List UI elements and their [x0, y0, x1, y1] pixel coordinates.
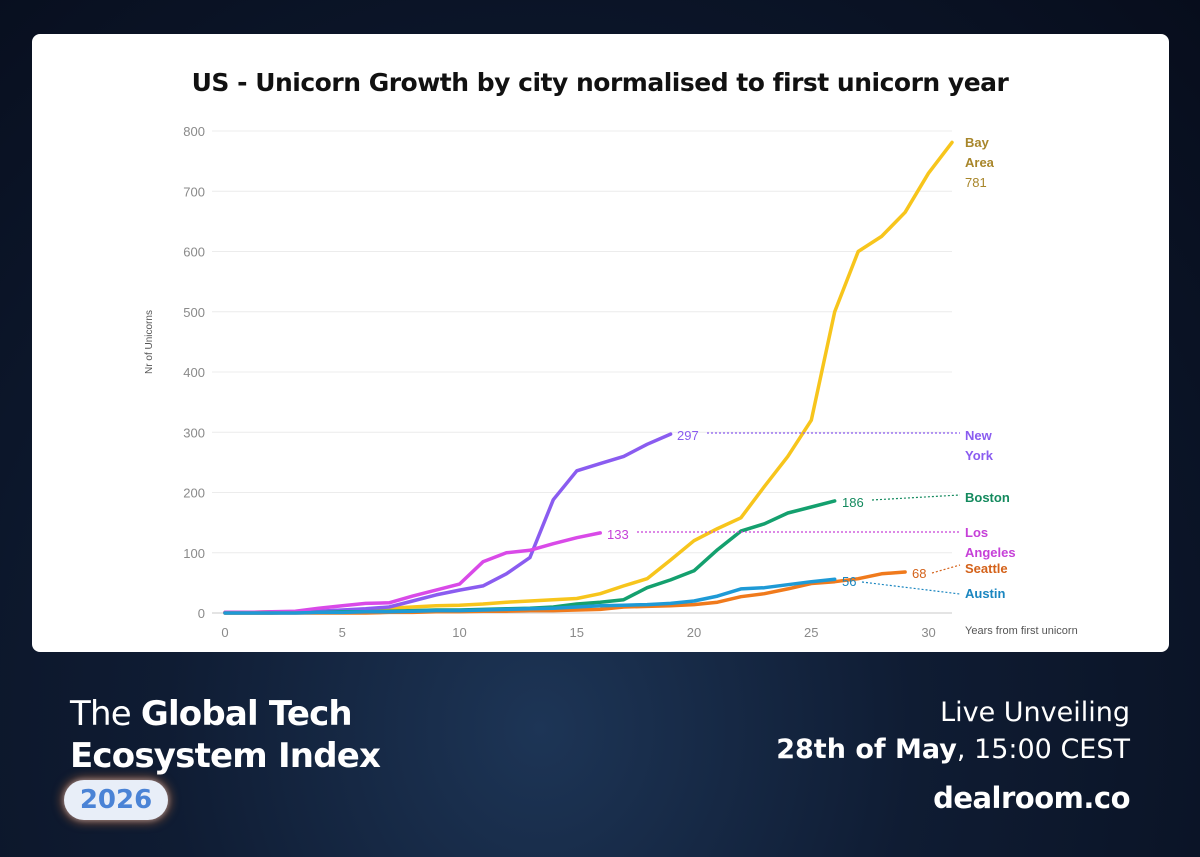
y-tick-label: 100 — [183, 546, 205, 561]
index-title-main: Global Tech — [140, 694, 353, 734]
x-tick-label: 10 — [452, 625, 466, 640]
event-date-day: 28th of May — [776, 734, 957, 765]
x-axis-label: Years from first unicorn — [965, 625, 1078, 637]
series-name-label: Los — [965, 525, 988, 540]
series-name-label: New — [965, 428, 993, 443]
chart-card — [32, 34, 1169, 652]
index-title-prefix: The — [70, 694, 141, 734]
index-title: The Global Tech Ecosystem Index — [70, 693, 381, 777]
event-info: Live Unveiling 28th of May, 15:00 CEST d… — [776, 695, 1130, 815]
series-name-label: Austin — [965, 586, 1006, 601]
year-badge: 2026 — [64, 780, 168, 820]
series-end-value: 186 — [842, 495, 864, 510]
index-title-line2: Ecosystem Index — [70, 736, 381, 776]
brand-logo[interactable]: dealroom.co — [933, 781, 1130, 815]
leader-line — [861, 581, 961, 595]
y-axis-label: Nr of Unicorns — [144, 310, 155, 374]
live-unveiling-label: Live Unveiling — [940, 697, 1130, 728]
series-name-label: York — [965, 448, 994, 463]
chart-title: US - Unicorn Growth by city normalised t… — [191, 68, 1009, 97]
series-name-label: Bay — [965, 135, 990, 150]
y-tick-label: 0 — [198, 606, 205, 621]
x-tick-label: 30 — [921, 625, 935, 640]
y-tick-label: 300 — [183, 425, 205, 440]
y-tick-label: 800 — [183, 124, 205, 139]
x-tick-label: 15 — [570, 625, 584, 640]
x-tick-label: 5 — [339, 625, 346, 640]
y-tick-label: 700 — [183, 184, 205, 199]
y-tick-label: 400 — [183, 365, 205, 380]
series-name-label: Angeles — [965, 545, 1016, 560]
event-date-time: , 15:00 CEST — [956, 734, 1130, 765]
event-date: 28th of May, 15:00 CEST — [776, 731, 1130, 769]
series-end-value: 68 — [912, 566, 926, 581]
series-end-value: 56 — [842, 574, 856, 589]
y-tick-label: 200 — [183, 486, 205, 501]
series-end-value: 781 — [965, 175, 987, 190]
x-tick-label: 20 — [687, 625, 701, 640]
x-tick-label: 0 — [221, 625, 228, 640]
series-line — [223, 577, 837, 615]
series-name-label: Seattle — [965, 561, 1008, 576]
y-tick-label: 500 — [183, 305, 205, 320]
series-line — [223, 140, 954, 615]
y-tick-label: 600 — [183, 245, 205, 260]
leader-line — [871, 494, 961, 501]
x-tick-label: 25 — [804, 625, 818, 640]
series-name-label: Boston — [965, 490, 1010, 505]
series-end-value: 133 — [607, 527, 629, 542]
series-end-value: 297 — [677, 428, 699, 443]
leader-line — [931, 564, 961, 574]
series-name-label: Area — [965, 155, 995, 170]
